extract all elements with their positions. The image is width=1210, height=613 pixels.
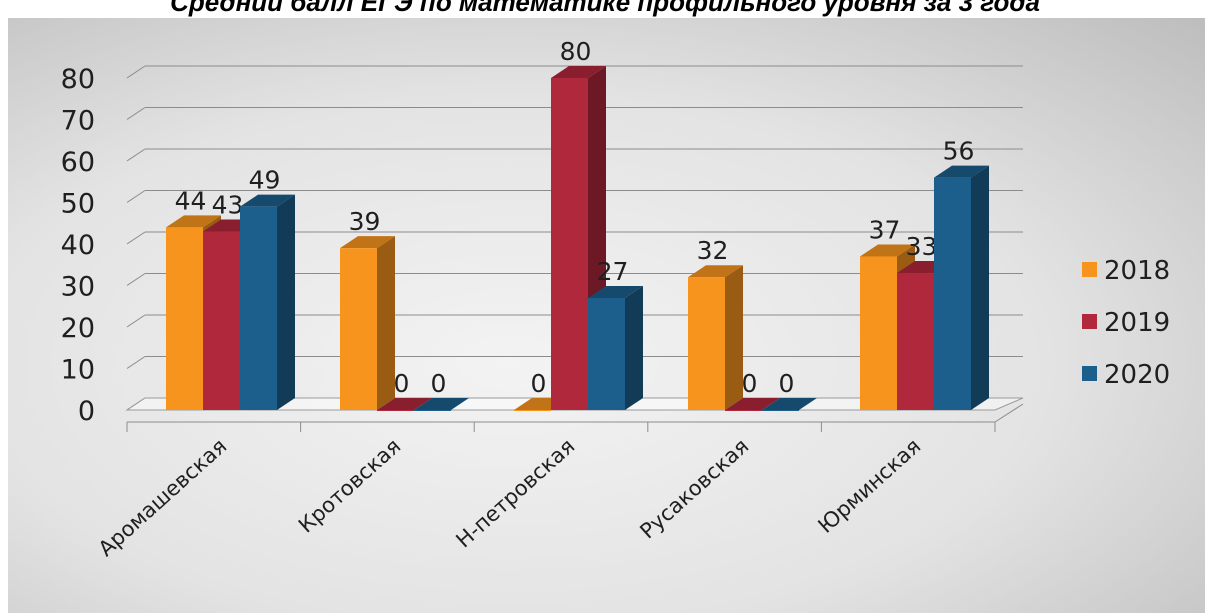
bar-side [971, 165, 989, 410]
bar-top [588, 285, 643, 298]
legend-label: 2019 [1104, 308, 1170, 338]
bar-2019-1 [377, 410, 414, 411]
x-tick-label: Русаковская [635, 434, 753, 544]
data-label: 32 [697, 236, 729, 265]
data-label: 44 [175, 186, 207, 215]
y-tick-label: 60 [61, 147, 95, 178]
bar-top [860, 244, 915, 257]
data-label: 80 [560, 37, 592, 66]
data-label: 33 [906, 232, 938, 261]
data-label: 39 [349, 207, 381, 236]
gridline-side [126, 107, 146, 120]
gridline-side [126, 314, 146, 328]
y-tick-label: 40 [61, 230, 95, 261]
x-tick-label: Юрминская [813, 434, 925, 538]
bar-top [377, 398, 432, 410]
x-axis-end [994, 403, 1024, 423]
bar-side [377, 236, 395, 410]
data-label: 37 [869, 215, 901, 244]
bar-top [414, 398, 469, 410]
x-tick-label: Аромашевская [94, 434, 232, 561]
bar-top [340, 236, 395, 249]
bar-2020-2 [588, 297, 625, 410]
y-tick-label: 80 [61, 64, 95, 95]
bar-2019-0 [203, 231, 240, 410]
y-tick-label: 20 [61, 313, 95, 344]
legend-swatch [1082, 262, 1097, 277]
bar-2018-0 [166, 227, 203, 410]
bar-side [725, 265, 743, 410]
data-label: 49 [249, 166, 281, 195]
y-tick-label: 50 [61, 189, 95, 220]
bar-2018-4 [860, 256, 897, 410]
bar-top [934, 165, 989, 178]
y-tick-label: 30 [61, 272, 95, 303]
data-label: 0 [394, 369, 410, 398]
bar-2018-1 [340, 248, 377, 410]
y-tick-label: 0 [78, 396, 95, 427]
legend-swatch [1082, 366, 1097, 381]
data-label: 0 [779, 369, 795, 398]
bar-top [551, 66, 606, 78]
y-tick-label: 10 [61, 355, 95, 386]
legend-label: 2018 [1104, 256, 1170, 286]
x-tick-label: Кротовская [294, 434, 405, 538]
x-tick-label: Н-петровская [451, 434, 579, 553]
bar-side [625, 285, 643, 410]
bar-top [688, 265, 743, 278]
y-tick-label: 70 [61, 106, 95, 137]
gridline-side [126, 356, 146, 369]
data-label: 0 [431, 369, 447, 398]
data-label: 27 [597, 257, 629, 286]
legend-swatch [1082, 314, 1097, 329]
bar-2020-1 [414, 410, 451, 411]
gridline-side [126, 190, 146, 203]
bar-top [166, 215, 221, 228]
bar-top [762, 398, 817, 410]
data-label: 43 [212, 191, 244, 220]
gridline-side [126, 273, 146, 286]
bar-top [725, 398, 780, 410]
bar-2019-2 [551, 78, 588, 410]
data-label: 56 [943, 137, 975, 166]
bar-top [240, 194, 295, 207]
gridline-side [126, 65, 146, 79]
bar-2020-0 [240, 206, 277, 410]
bar-2019-3 [725, 410, 762, 411]
legend-label: 2020 [1104, 360, 1170, 390]
bar-2018-2 [514, 410, 551, 411]
bar-side [277, 194, 295, 410]
bar-2018-3 [688, 277, 725, 410]
bar-2019-4 [897, 273, 934, 410]
bar-2020-3 [762, 410, 799, 411]
data-label: 0 [531, 369, 547, 398]
data-label: 0 [742, 369, 758, 398]
gridline-side [126, 231, 146, 245]
gridline-side [126, 148, 146, 162]
bar-2020-4 [934, 177, 971, 410]
chart-title: Средний балл ЕГЭ по математике профильно… [170, 0, 1040, 17]
